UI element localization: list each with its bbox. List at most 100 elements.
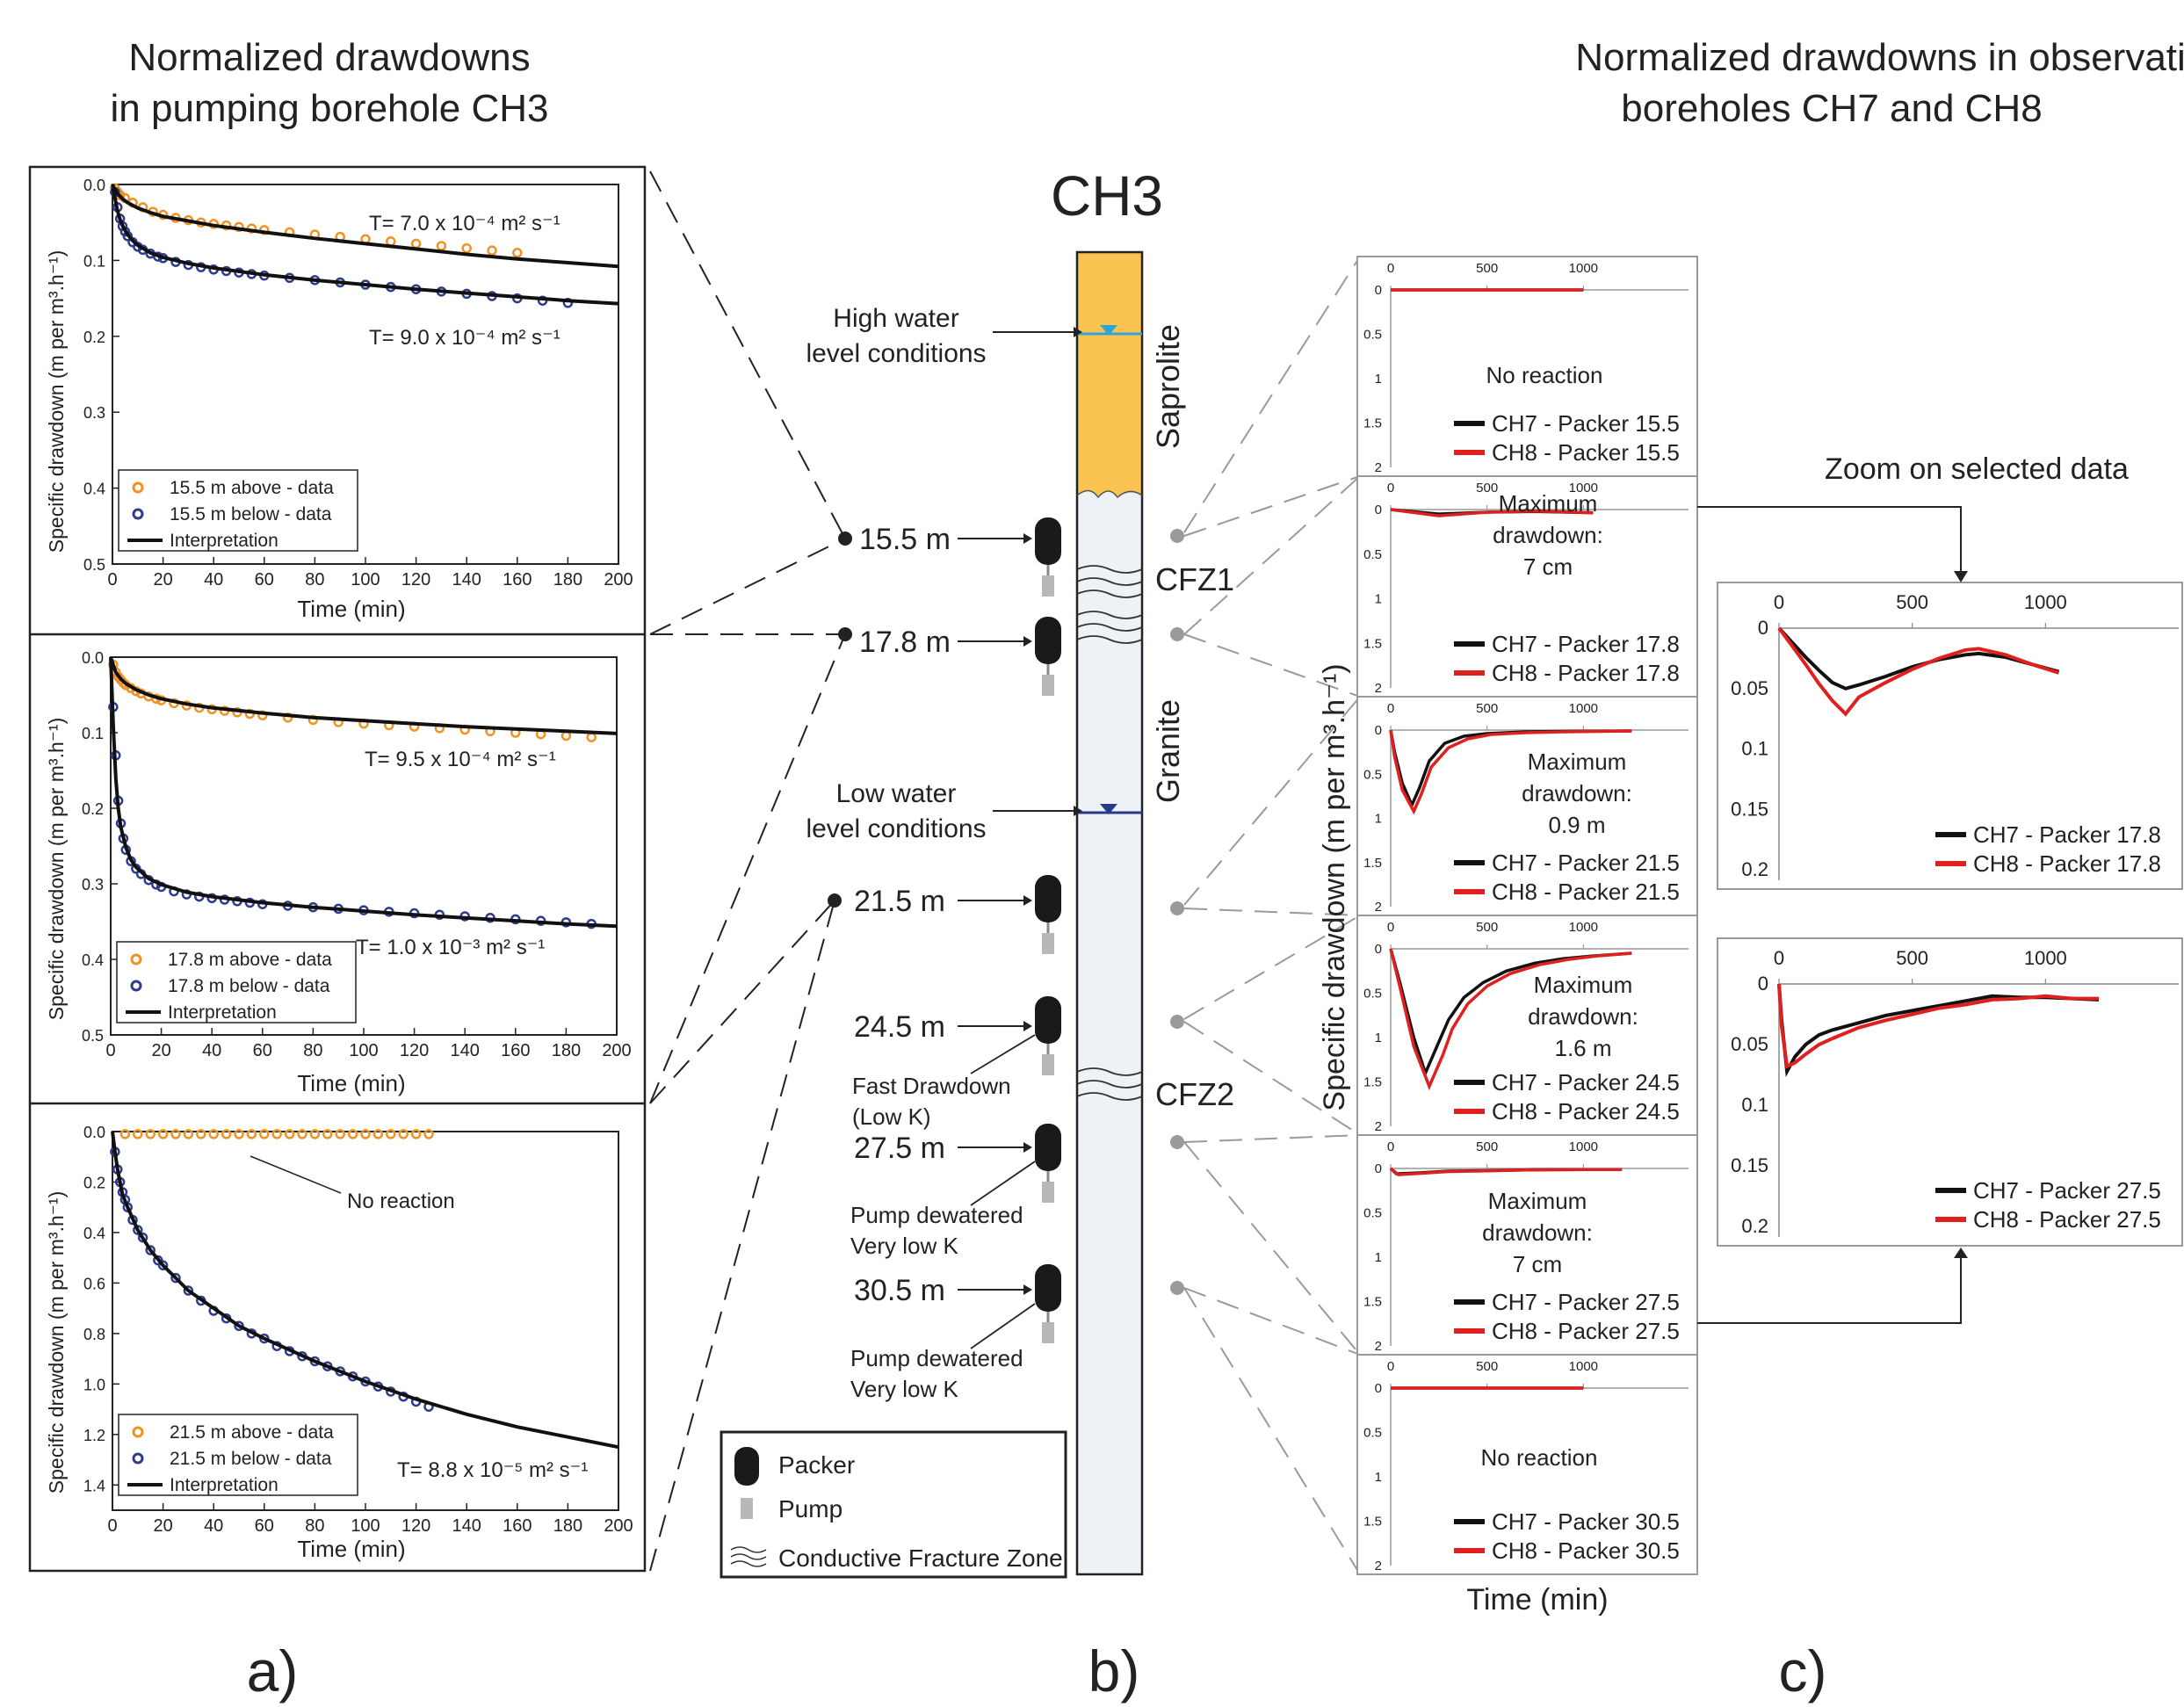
y-tick-label: 0.8 [83,1326,105,1343]
panel-a-charts: 0 20 40 60 80 100 120 140 160 180 2000.00.10.20.30… [82,177,633,1536]
gray-depth-dot-3 [1170,901,1184,915]
legend-label-2: CH8 - Packer 27.5 [1492,1318,1680,1344]
y-tick-label: 0.15 [1731,1154,1768,1176]
packer-icon [1035,517,1061,565]
annotation-line-1: No reaction [1486,362,1603,388]
red-series-line [1777,983,2099,1069]
guide-c5b [1183,1141,1361,1356]
fracture-line [1076,1067,1143,1076]
zoom-arrow-1 [1697,506,1962,571]
observation-chart-4: 0 500 1000 0 0.5 1 1.5 2 Maximum drawdown: 1.6 m CH… [1356,915,1698,1136]
red-series-line [1777,626,2060,717]
annotation-line-3: 7 cm [1523,553,1573,580]
packer-icon [1035,1264,1061,1312]
low-water-label-2: level conditions [806,814,986,843]
y-tick-label: 2 [1375,1339,1382,1354]
y-tick-label: 0.0 [82,649,104,667]
red-series-line [1389,948,1632,1091]
x-tick-label: 1000 [1569,481,1598,495]
fracture-line [1076,589,1143,598]
red-series-line [1389,729,1632,815]
y-tick-label: 1 [1375,592,1382,607]
y-tick-label: 0.0 [83,1124,105,1141]
legend-label-1: CH7 - Packer 17.8 [1492,631,1680,657]
y-tick-label: 0.5 [1363,328,1382,343]
y-tick-label: 1.5 [1363,1075,1382,1090]
y-tick-label: 2 [1375,1559,1382,1573]
a-xlabel-1: Time (min) [297,596,405,622]
y-tick-label: 0.2 [1741,858,1768,880]
pump-icon [1042,1054,1054,1075]
y-tick-label: 0.3 [82,876,104,893]
data-point [196,1129,206,1139]
zoom-label: Zoom on selected data [1825,452,2129,486]
depth-label-6: 30.5 m [854,1274,945,1307]
annotation-2: T= 1.0 x 10⁻³ m² s⁻¹ [356,936,545,959]
guide-a2b [649,538,846,635]
annotation-line-3: 7 cm [1513,1251,1562,1277]
y-tick-label: 0.0 [83,177,105,194]
x-tick-label: 0 [1387,920,1394,935]
legend-label-1: CH7 - Packer 27.5 [1492,1289,1680,1315]
x-tick-label: 60 [253,1041,272,1060]
y-tick-label: 0.1 [83,252,105,270]
x-tick-label: 180 [553,1516,582,1536]
x-tick-label: 0 [1774,947,1784,969]
no-reaction-pointer [249,1155,342,1194]
interpretation-line [111,184,619,269]
data-point [322,1129,333,1139]
contact-line [1076,489,1143,499]
gray-depth-dot-4 [1170,1015,1184,1029]
data-point [360,1129,371,1139]
high-water-label-1: High water [833,304,958,333]
chart-frame [1356,915,1698,1136]
legend-label-2: CH8 - Packer 17.8 [1492,660,1680,686]
data-point [183,1285,194,1296]
legend: 21.5 m above - data 21.5 m below - data In… [118,1414,358,1496]
interpretation-line [111,1131,619,1450]
x-tick-label: 180 [552,1041,581,1060]
annotation-1: No reaction [347,1190,455,1213]
y-tick-label: 2 [1375,681,1382,696]
legend-label-1: 21.5 m above - data [170,1422,334,1443]
legend-label-1: CH7 - Packer 17.8 [1973,821,2161,848]
observation-chart-2: 0 500 1000 0 0.5 1 1.5 2 Maximum drawdown: 7 cm CH7… [1356,475,1698,698]
granite-column [1077,490,1142,1574]
annotation-line-2: drawdown: [1493,522,1603,548]
legend-orange-marker [132,1426,144,1438]
high-water-arrowhead [1074,327,1082,337]
y-tick-label: 0.2 [1741,1215,1768,1237]
dewater-note-2b: Very low K [850,1376,958,1402]
gray-depth-dot-2 [1170,627,1184,641]
legend-pump-label: Pump [778,1495,843,1523]
packer-arrowhead [1023,1021,1032,1031]
legend-label-3: Interpretation [170,1475,278,1495]
low-water-label-1: Low water [836,779,957,808]
guide-a3b [649,900,835,1104]
guide-c3a [1183,696,1361,906]
zoom-chart-1: 0 500 1000 0 0.05 0.1 0.15 0.2 CH7 - Packer 17.8… [1717,582,2183,890]
x-tick-label: 500 [1476,1139,1498,1154]
data-point [297,1129,307,1139]
y-tick-label: 0.2 [83,329,105,346]
y-tick-label: 0.4 [82,951,104,969]
y-tick-label: 1 [1375,1470,1382,1485]
data-point [436,241,447,251]
legend-packer-label: Packer [778,1451,855,1479]
depth-label-5: 27.5 m [854,1132,945,1165]
y-tick-label: 0.5 [1363,547,1382,562]
data-point [157,1129,169,1139]
x-tick-label: 20 [153,1516,172,1536]
y-tick-label: 0.5 [1363,987,1382,1002]
depth-label-3: 21.5 m [854,885,945,918]
y-tick-label: 2 [1375,460,1382,475]
x-tick-label: 20 [151,1041,170,1060]
dewater-note-2a: Pump dewatered [850,1345,1023,1371]
low-water-marker [1100,804,1117,814]
legend-blue-marker [132,508,144,520]
annotation-line-1: Maximum [1488,1188,1587,1214]
low-water-arrowhead [1074,806,1082,816]
data-point [461,242,472,254]
legend-label-1: CH7 - Packer 30.5 [1492,1508,1680,1535]
granite-label: Granite [1150,699,1186,803]
